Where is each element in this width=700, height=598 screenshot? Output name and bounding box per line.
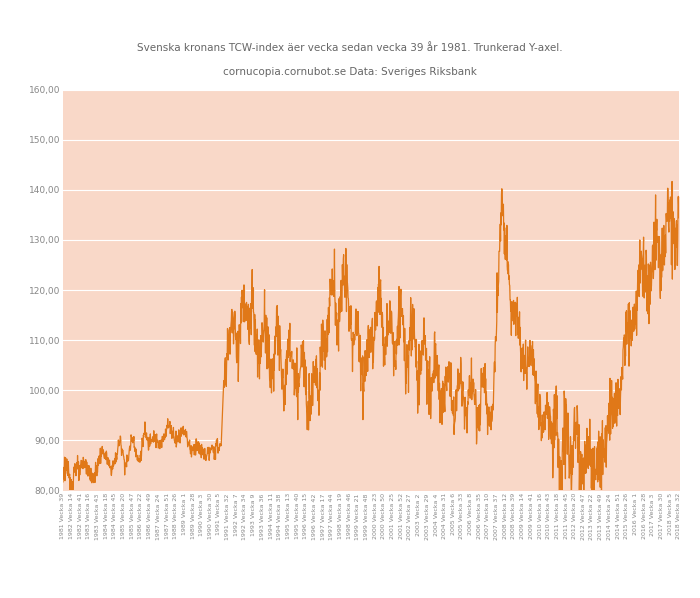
Text: cornucopia.cornubot.se Data: Sveriges Riksbank: cornucopia.cornubot.se Data: Sveriges Ri… — [223, 67, 477, 77]
Text: Svenska kronans TCW-index äer vecka sedan vecka 39 år 1981. Trunkerad Y-axel.: Svenska kronans TCW-index äer vecka seda… — [137, 43, 563, 53]
